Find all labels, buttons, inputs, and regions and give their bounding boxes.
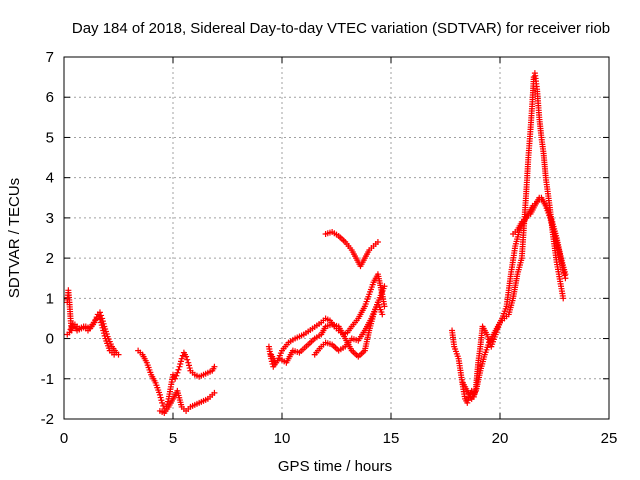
data-point [96,316,103,323]
data-point [98,322,105,329]
data-point [156,391,163,398]
series-arc3b [268,299,386,366]
data-point [158,397,165,404]
data-point [175,366,182,373]
data-point [67,326,74,333]
data-point [157,394,164,401]
x-tick-label: 15 [383,430,400,447]
data-point [172,375,179,382]
data-point [100,330,107,337]
data-point [68,323,75,330]
x-tick-label: 25 [601,430,618,447]
data-point [184,356,191,363]
data-point [98,319,105,326]
x-tick-label: 20 [492,430,509,447]
data-point [465,397,472,404]
data-point [111,351,118,358]
data-points [64,70,569,416]
x-tick-label: 5 [169,430,177,447]
data-point [101,332,108,339]
y-tick-label: 5 [46,129,54,146]
data-point [381,283,388,290]
data-point [96,309,103,316]
y-tick-label: 4 [46,170,54,187]
y-tick-label: 1 [46,290,54,307]
data-point [183,353,190,360]
plot-frame [63,56,610,420]
data-point [562,271,569,278]
data-point [177,358,184,365]
y-tick-label: -2 [41,411,54,428]
series-arc2b [156,387,218,416]
data-point [211,389,218,396]
data-point [464,399,471,406]
data-point [186,365,193,372]
x-axis-label: GPS time / hours [278,458,392,475]
chart-title: Day 184 of 2018, Sidereal Day-to-day VTE… [72,20,610,37]
data-point [178,355,185,362]
data-point [99,324,106,331]
y-tick-label: 0 [46,331,54,348]
data-point [185,362,192,369]
series-arc4a [449,70,567,406]
data-point [176,363,183,370]
data-point [160,402,167,409]
data-point [211,363,218,370]
data-point [173,372,180,379]
data-point [374,239,381,246]
y-axis-label: SDTVAR / TECUs [6,178,23,298]
y-tick-label: 2 [46,250,54,267]
x-tick-label: 0 [60,430,68,447]
series-arc3c [311,283,388,358]
data-point [159,399,166,406]
data-point [560,295,567,302]
x-tick-label: 10 [274,430,291,447]
series-arc3d [322,228,381,270]
data-point [100,327,107,334]
data-point [164,398,171,405]
series-arc1b [64,313,118,358]
data-point [66,329,73,336]
data-point [95,313,102,320]
data-point [381,303,388,310]
series-arc4c [510,194,569,278]
data-point [177,361,184,368]
data-point [185,359,192,366]
data-point [379,311,386,318]
series-arc2a [135,347,218,412]
y-tick-label: 6 [46,89,54,106]
data-point [174,369,181,376]
y-tick-label: 7 [46,49,54,66]
y-tick-label: -1 [41,371,54,388]
y-tick-label: 3 [46,210,54,227]
